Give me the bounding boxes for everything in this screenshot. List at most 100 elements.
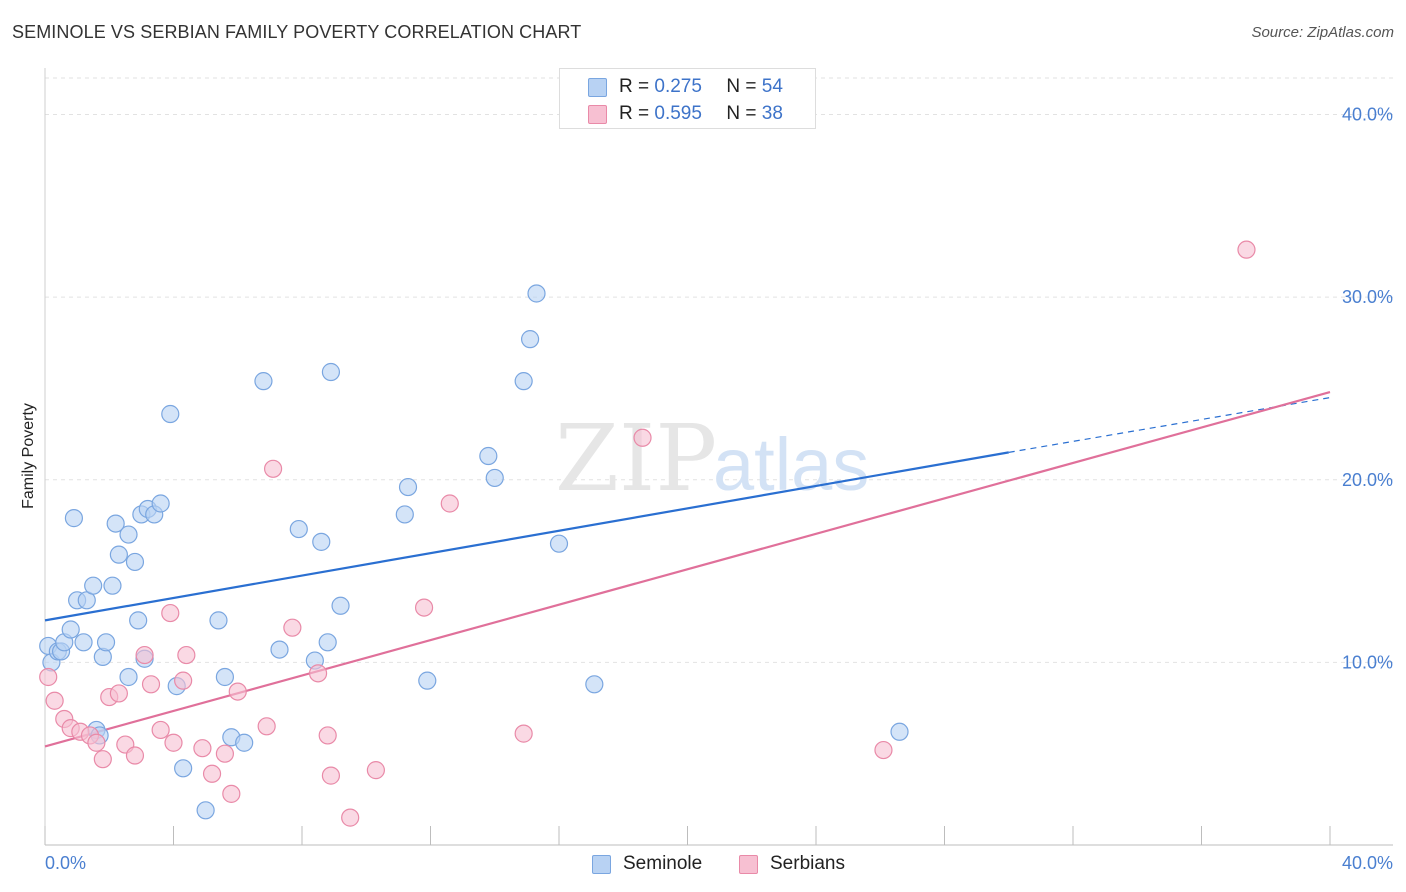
x-tick-label: 0.0% <box>45 853 86 873</box>
legend-r-label: R = <box>619 103 650 124</box>
legend-n-value: 38 <box>761 103 783 124</box>
seminole-point <box>479 446 498 466</box>
watermark: ZIP atlas <box>555 405 869 512</box>
legend-row-serbians: R = 0.595 N = 38 <box>588 102 783 126</box>
serbians-point <box>222 784 241 803</box>
serbians-point <box>228 682 247 701</box>
tick-labels: 10.0% 20.0% 30.0% 40.0% 0.0% 40.0% <box>45 105 1393 873</box>
svg-text:atlas: atlas <box>713 423 869 506</box>
seminole-point <box>331 596 350 615</box>
serbians-point <box>93 750 112 769</box>
seminole-point <box>109 545 128 564</box>
serbians-point <box>39 667 58 687</box>
serbians-point <box>514 724 533 743</box>
y-tick-label: 10.0% <box>1342 652 1393 672</box>
seminole-point <box>119 525 138 544</box>
y-tick-label: 30.0% <box>1342 287 1393 307</box>
gridlines <box>45 77 1393 663</box>
seminole-point <box>64 509 84 528</box>
serbians-point <box>125 746 145 765</box>
seminole-point <box>235 733 254 752</box>
serbians-point <box>161 603 180 623</box>
seminole-point <box>585 675 604 694</box>
serbians-point <box>45 691 64 710</box>
seminole-point <box>520 330 540 349</box>
y-tick-label: 40.0% <box>1342 105 1393 125</box>
seminole-point <box>318 633 337 652</box>
data-points <box>39 240 1256 827</box>
seminole-point <box>196 801 215 820</box>
seminole-point <box>398 477 418 497</box>
serbians-point <box>141 675 161 694</box>
serbians-point <box>177 645 196 665</box>
seminole-point <box>161 404 180 424</box>
x-tick-label: 40.0% <box>1342 853 1393 873</box>
y-tick-label: 20.0% <box>1342 470 1393 490</box>
legend-r-value: 0.595 <box>654 103 702 124</box>
serbians-point <box>308 664 328 683</box>
serbians-point <box>135 645 154 665</box>
seminole-point <box>74 633 93 652</box>
bottom-legend-seminole-label: Seminole <box>623 853 703 874</box>
seminole-point <box>270 640 289 659</box>
seminole-point <box>418 671 437 690</box>
legend-r-value: 0.275 <box>654 76 702 97</box>
seminole-point <box>61 620 80 639</box>
seminole-point <box>890 722 909 741</box>
serbians-point <box>109 684 128 703</box>
legend-n-label: N = <box>726 76 757 97</box>
axes <box>44 68 1393 846</box>
seminole-point <box>103 576 122 595</box>
bottom-legend-serbians: Serbians <box>739 852 845 876</box>
seminole-point <box>485 468 504 488</box>
svg-text:ZIP: ZIP <box>555 405 717 512</box>
serbians-point <box>257 717 276 736</box>
seminole-swatch <box>588 77 607 97</box>
serbians-point <box>321 766 341 785</box>
seminole-point <box>514 372 533 391</box>
serbians-point <box>1237 240 1256 259</box>
serbians-swatch <box>739 854 758 874</box>
seminole-point <box>151 494 170 513</box>
seminole-point <box>549 534 569 553</box>
legend-n-label: N = <box>726 103 757 124</box>
seminole-point <box>215 667 234 687</box>
serbians-point <box>283 618 302 637</box>
serbians-point <box>151 720 170 740</box>
seminole-point <box>96 633 116 652</box>
serbians-trendline <box>44 391 1331 748</box>
seminole-point <box>119 667 138 687</box>
serbians-point <box>263 459 283 478</box>
y-axis-label: Family Poverty <box>20 403 37 509</box>
seminole-point <box>254 372 273 391</box>
seminole-point <box>209 611 228 630</box>
chart-title: SEMINOLE VS SERBIAN FAMILY POVERTY CORRE… <box>12 22 582 42</box>
serbians-point <box>164 733 183 752</box>
seminole-point <box>125 552 145 572</box>
seminole-point <box>106 514 125 533</box>
serbians-point <box>318 726 337 745</box>
seminole-trendline <box>44 451 1009 622</box>
serbians-point <box>633 428 652 447</box>
serbians-point <box>414 598 434 617</box>
seminole-point <box>321 362 341 382</box>
seminole-point <box>129 611 148 630</box>
serbians-point <box>174 671 193 690</box>
seminole-point <box>174 759 193 778</box>
trendlines <box>44 391 1331 748</box>
serbians-point <box>202 764 222 783</box>
legend-n-value: 54 <box>761 76 783 97</box>
seminole-swatch <box>592 854 611 874</box>
seminole-point <box>527 284 546 303</box>
serbians-point <box>193 739 212 758</box>
serbians-swatch <box>588 104 607 124</box>
correlation-legend: R = 0.275 N = 54 R = 0.595 N = 38 <box>559 68 816 129</box>
serbians-point <box>440 494 459 513</box>
bottom-legend-seminole: Seminole <box>592 852 702 876</box>
serbians-point <box>366 761 385 780</box>
seminole-point <box>312 532 331 551</box>
seminole-point <box>84 576 103 595</box>
seminole-point <box>289 519 308 539</box>
source-label: Source: ZipAtlas.com <box>1251 24 1394 41</box>
